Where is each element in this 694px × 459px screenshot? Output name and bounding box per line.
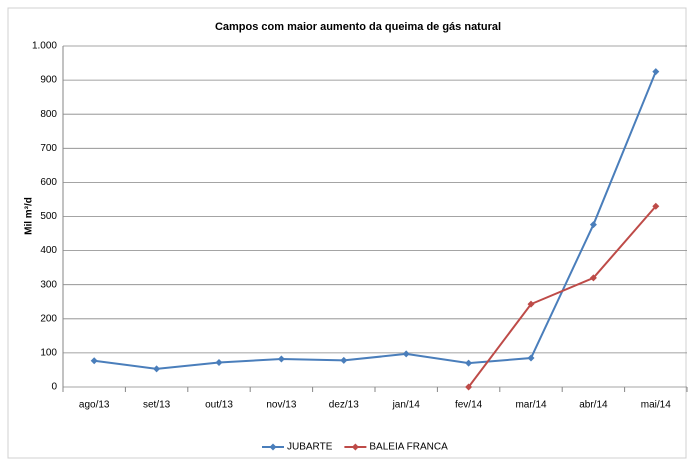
- point-marker: [340, 356, 348, 364]
- y-tick-label: 100: [40, 348, 57, 359]
- x-tick-label: out/13: [205, 400, 233, 411]
- x-tick-label: set/13: [143, 400, 171, 411]
- legend-marker: [269, 443, 277, 451]
- chart-title: Campos com maior aumento da queima de gá…: [215, 21, 501, 33]
- x-tick-label: mar/14: [515, 400, 547, 411]
- point-marker: [527, 354, 535, 362]
- legend-marker: [351, 443, 359, 451]
- chart-frame: [7, 7, 687, 459]
- y-tick-label: 600: [40, 177, 57, 188]
- point-marker: [215, 358, 223, 366]
- y-tick-label: 800: [40, 109, 57, 120]
- x-tick-label: abr/14: [579, 400, 608, 411]
- point-marker: [277, 355, 285, 363]
- y-tick-label: 400: [40, 245, 57, 256]
- x-tick-label: mai/14: [641, 400, 671, 411]
- point-marker: [153, 365, 161, 373]
- point-marker: [90, 357, 98, 365]
- point-marker: [402, 350, 410, 358]
- x-tick-label: nov/13: [266, 400, 296, 411]
- point-marker: [652, 202, 660, 210]
- point-marker: [589, 221, 597, 229]
- point-marker: [589, 274, 597, 282]
- y-tick-label: 500: [40, 211, 57, 222]
- y-tick-label: 700: [40, 143, 57, 154]
- y-tick-label: 200: [40, 313, 57, 324]
- legend-label: JUBARTE: [287, 442, 333, 453]
- y-tick-label: 0: [51, 382, 57, 393]
- point-marker: [465, 383, 473, 391]
- x-tick-label: dez/13: [329, 400, 359, 411]
- series-line: [467, 205, 657, 388]
- y-tick-label: 300: [40, 279, 57, 290]
- x-tick-label: ago/13: [79, 400, 110, 411]
- point-marker: [465, 359, 473, 367]
- point-marker: [652, 68, 660, 76]
- y-tick-label: 1.000: [32, 41, 57, 52]
- legend-label: BALEIA FRANCA: [369, 442, 448, 453]
- x-tick-label: fev/14: [455, 400, 483, 411]
- x-tick-label: jan/14: [392, 400, 421, 411]
- point-marker: [527, 300, 535, 308]
- y-tick-label: 900: [40, 75, 57, 86]
- y-axis-label: Mil m³/d: [24, 197, 35, 235]
